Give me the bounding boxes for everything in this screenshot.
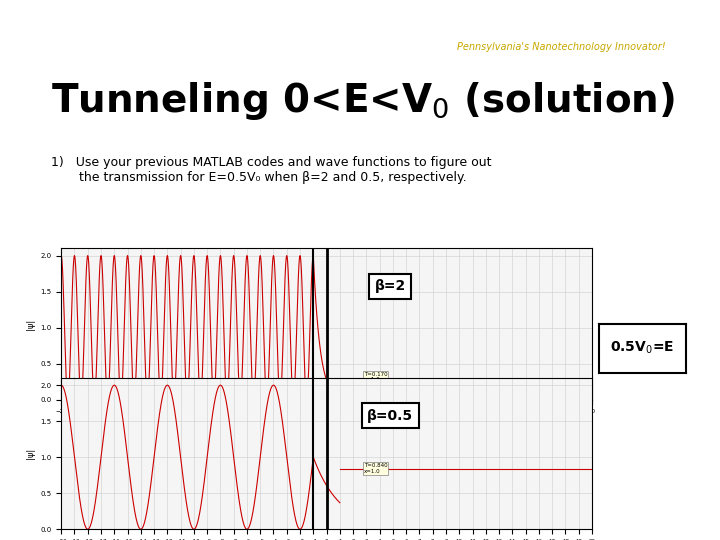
Text: β=0.5: β=0.5 bbox=[367, 409, 413, 423]
Text: 1)   Use your previous MATLAB codes and wave functions to figure out
       the : 1) Use your previous MATLAB codes and wa… bbox=[51, 157, 492, 184]
Y-axis label: |ψ|: |ψ| bbox=[26, 448, 35, 459]
Y-axis label: |ψ|: |ψ| bbox=[26, 319, 35, 329]
X-axis label: x/a [Spatial Distribution]: x/a [Spatial Distribution] bbox=[284, 420, 369, 427]
Text: T=0.840
x=1.0: T=0.840 x=1.0 bbox=[364, 463, 387, 474]
Text: Pennsylvania's Nanotechnology Innovator!: Pennsylvania's Nanotechnology Innovator! bbox=[457, 42, 666, 52]
Text: T=0.170
x=1.0: T=0.170 x=1.0 bbox=[364, 372, 387, 382]
Text: Center for Nanotechnology Education and Utilization: Center for Nanotechnology Education and … bbox=[153, 16, 567, 30]
Text: 0.5V$_0$=E: 0.5V$_0$=E bbox=[611, 340, 675, 356]
Text: Tunneling 0<E<V$_0$ (solution): Tunneling 0<E<V$_0$ (solution) bbox=[51, 80, 675, 122]
Text: PENN STATE: PENN STATE bbox=[14, 18, 81, 28]
Text: β=2: β=2 bbox=[374, 279, 406, 293]
